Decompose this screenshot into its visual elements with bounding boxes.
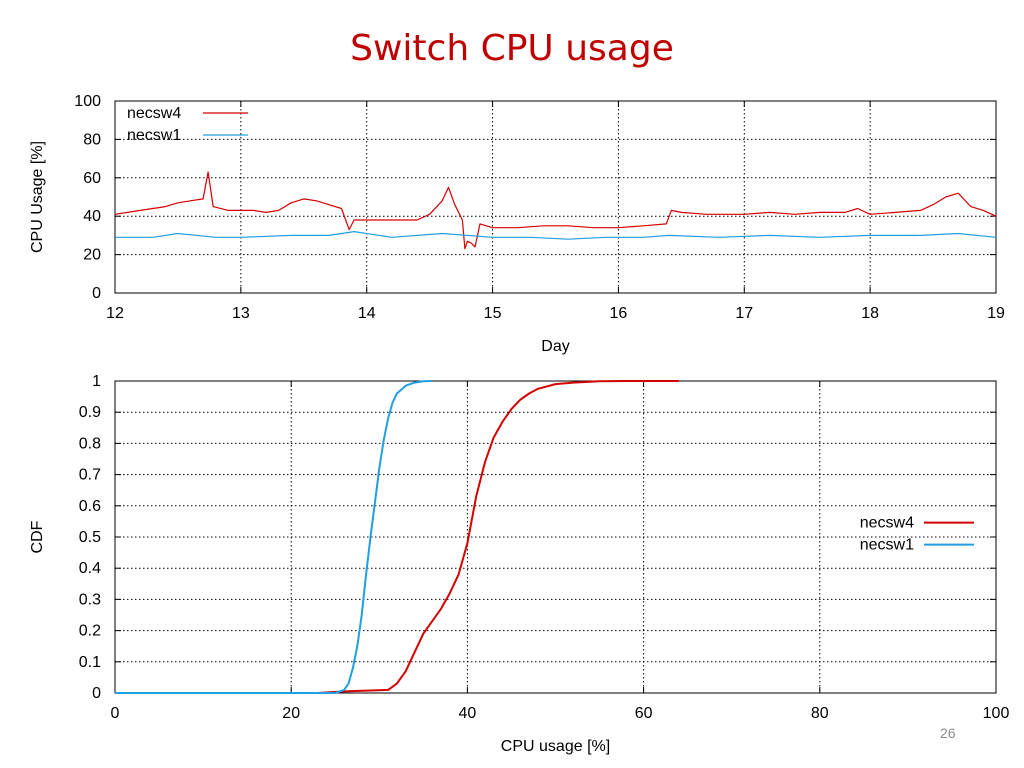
y-tick-label: 60 — [83, 170, 101, 187]
y-tick-label: 0.1 — [79, 654, 101, 671]
series-line-necsw1 — [115, 380, 433, 694]
legend: necsw4 necsw1 — [127, 105, 248, 144]
x-tick-label: 40 — [459, 705, 477, 722]
y-axis-label: CDF — [29, 520, 46, 553]
x-tick-label: 14 — [358, 305, 376, 322]
x-tick-label: 13 — [232, 305, 250, 322]
legend-label-necsw1: necsw1 — [860, 537, 914, 554]
chart-2: 0 20 40 60 80 100 0 0.1 0.2 0.3 0.4 0.5 0.6 0.7 0.8 0.9… — [29, 373, 1009, 755]
x-tick-label: 17 — [735, 305, 753, 322]
y-tick-label: 0.5 — [79, 529, 101, 546]
x-tick-label: 20 — [282, 705, 300, 722]
y-tick-label: 1 — [92, 373, 101, 390]
y-tick-label: 0.2 — [79, 623, 101, 640]
y-tick-label: 20 — [83, 247, 101, 264]
x-tick-label: 80 — [811, 705, 829, 722]
x-tick-label: 16 — [610, 305, 628, 322]
series-line-necsw1 — [115, 231, 997, 240]
x-tick-label: 19 — [987, 305, 1005, 322]
y-tick-label: 0.7 — [79, 467, 101, 484]
legend-label-necsw4: necsw4 — [127, 105, 181, 122]
y-axis-label: CPU Usage [%] — [29, 141, 46, 253]
series-line-necsw4 — [115, 380, 679, 694]
y-tick-label: 0.8 — [79, 435, 101, 452]
slide-title: Switch CPU usage — [350, 28, 674, 69]
y-tick-label: 0.9 — [79, 404, 101, 421]
legend-label-necsw4: necsw4 — [860, 515, 914, 532]
legend-label-necsw1: necsw1 — [127, 127, 181, 144]
y-tick-label: 100 — [74, 93, 101, 110]
y-tick-label: 40 — [83, 208, 101, 225]
y-tick-label: 0 — [92, 685, 101, 702]
y-tick-label: 0.3 — [79, 591, 101, 608]
y-tick-label: 0.6 — [79, 498, 101, 515]
x-tick-label: 60 — [635, 705, 653, 722]
y-tick-label: 80 — [83, 131, 101, 148]
x-tick-label: 15 — [484, 305, 502, 322]
plot-frame — [114, 100, 997, 294]
x-tick-label: 18 — [861, 305, 879, 322]
x-axis-label: Day — [541, 338, 569, 355]
chart-1: 12 13 14 15 16 17 18 19 0 20 40 60 80 100 Day CPU Usage… — [29, 93, 1005, 355]
x-axis-label: CPU usage [%] — [501, 738, 610, 755]
y-tick-label: 0 — [92, 285, 101, 302]
series-line-necsw4 — [114, 171, 997, 250]
slide-number: 26 — [940, 725, 956, 741]
x-tick-label: 0 — [111, 705, 120, 722]
legend: necsw4 necsw1 — [860, 515, 974, 554]
x-tick-label: 100 — [983, 705, 1010, 722]
y-tick-label: 0.4 — [79, 560, 101, 577]
x-tick-label: 12 — [106, 305, 124, 322]
